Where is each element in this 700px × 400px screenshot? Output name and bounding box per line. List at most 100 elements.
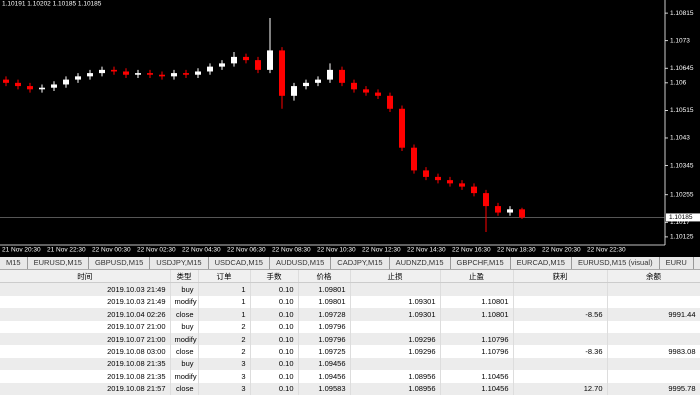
table-cell bbox=[350, 357, 441, 371]
table-cell: 9983.08 bbox=[607, 345, 700, 358]
candle-body bbox=[3, 79, 9, 83]
table-cell: buy bbox=[170, 357, 199, 371]
table-cell: 1 bbox=[198, 295, 251, 309]
table-cell: 2 bbox=[198, 320, 251, 333]
y-tick-label: 1.1017 bbox=[670, 219, 690, 226]
candle-body bbox=[375, 92, 381, 96]
table-cell: 1 bbox=[198, 282, 251, 296]
candle-body bbox=[303, 82, 309, 87]
table-row: 2019.10.03 21:49 buy 1 0.10 1.09801 bbox=[0, 282, 700, 296]
table-cell bbox=[513, 332, 608, 346]
table-cell: 3 bbox=[198, 370, 251, 383]
table-row: 2019.10.08 21:57 close 3 0.10 1.09583 1.08956… bbox=[0, 382, 700, 395]
table-cell: 1.08956 bbox=[350, 370, 441, 383]
table-cell: 3 bbox=[198, 357, 251, 371]
table-cell: 0.10 bbox=[250, 282, 299, 296]
table-cell bbox=[440, 320, 514, 333]
tab[interactable]: EURU bbox=[660, 257, 694, 269]
table-cell: 0.10 bbox=[250, 308, 299, 321]
candle-body bbox=[423, 170, 429, 177]
tab[interactable]: AUDNZD,M15 bbox=[390, 257, 451, 269]
candle-body bbox=[135, 73, 141, 75]
candle-body bbox=[51, 84, 57, 88]
candle-body bbox=[279, 50, 285, 96]
column-header: 订单 bbox=[198, 270, 251, 284]
tab[interactable]: AUDUSD,M15 bbox=[270, 257, 332, 269]
table-cell: 1.10801 bbox=[440, 308, 514, 321]
table-cell: 2019.10.03 21:49 bbox=[0, 282, 171, 296]
candle-body bbox=[459, 183, 465, 187]
x-tick-label: 22 Nov 04:30 bbox=[182, 247, 221, 254]
tab[interactable]: USDCAD,M15 bbox=[209, 257, 270, 269]
table-cell bbox=[607, 370, 700, 383]
chart: 1.10191 1.10202 1.10185 1.10185 1.10815 1… bbox=[0, 0, 700, 257]
candle-body bbox=[291, 86, 297, 96]
table-cell: 9991.44 bbox=[607, 308, 700, 321]
candle-body bbox=[435, 176, 441, 181]
candle-body bbox=[183, 73, 189, 75]
table-cell: 1.09796 bbox=[298, 332, 351, 346]
table-cell: 12.70 bbox=[513, 382, 608, 395]
tab[interactable]: CADJPY,M15 bbox=[331, 257, 390, 269]
table-cell: 0.10 bbox=[250, 332, 299, 346]
x-tick-label: 21 Nov 22:30 bbox=[47, 247, 86, 254]
table-cell: close bbox=[170, 382, 199, 395]
x-tick-label: 22 Nov 22:30 bbox=[587, 247, 626, 254]
table-cell bbox=[513, 282, 608, 296]
tab[interactable]: GBPUSD,M15 bbox=[89, 257, 151, 269]
table-cell: 2019.10.08 21:35 bbox=[0, 370, 171, 383]
candle-body bbox=[87, 73, 93, 77]
column-header: 类型 bbox=[170, 270, 199, 284]
x-tick-label: 22 Nov 08:30 bbox=[272, 247, 311, 254]
y-tick-label: 1.10255 bbox=[670, 191, 694, 198]
table-cell: 1.09583 bbox=[298, 382, 351, 395]
tab[interactable]: EURUSD,M15 (visual) bbox=[572, 257, 660, 269]
current-price-box bbox=[666, 213, 700, 222]
table-cell bbox=[607, 320, 700, 333]
table-cell: 2 bbox=[198, 332, 251, 346]
table-cell: 2019.10.04 02:26 bbox=[0, 308, 171, 321]
table-cell bbox=[607, 357, 700, 371]
tab[interactable]: EURUSD,M15 bbox=[28, 257, 89, 269]
table-cell: modify bbox=[170, 295, 199, 309]
table-row: 2019.10.07 21:00 buy 2 0.10 1.09796 bbox=[0, 320, 700, 333]
table-cell: -8.36 bbox=[513, 345, 608, 358]
table-cell: 1.09728 bbox=[298, 308, 351, 321]
candle-body bbox=[483, 193, 489, 207]
candle-body bbox=[171, 73, 177, 77]
table-cell bbox=[440, 282, 514, 296]
current-price-label: 1.10185 bbox=[669, 214, 693, 221]
x-tick-label: 22 Nov 00:30 bbox=[92, 247, 131, 254]
tab[interactable]: GBPCHF,M15 bbox=[451, 257, 511, 269]
candle-body bbox=[315, 79, 321, 83]
table-cell: 1.09456 bbox=[298, 370, 351, 383]
table-cell: 1.10801 bbox=[440, 295, 514, 309]
candle-body bbox=[495, 206, 501, 213]
table-cell: 1.09725 bbox=[298, 345, 351, 358]
tab[interactable]: M15 bbox=[0, 257, 28, 269]
y-tick-label: 1.1073 bbox=[670, 37, 690, 44]
candle-body bbox=[471, 186, 477, 194]
table-cell bbox=[350, 282, 441, 296]
column-header: 止盈 bbox=[440, 270, 514, 284]
y-tick-label: 1.10515 bbox=[670, 107, 694, 114]
table-cell: 1.09801 bbox=[298, 295, 351, 309]
y-tick-label: 1.10815 bbox=[670, 10, 694, 17]
candle-body bbox=[327, 69, 333, 80]
table-cell: close bbox=[170, 345, 199, 358]
table-cell: 1 bbox=[198, 308, 251, 321]
candle-body bbox=[387, 95, 393, 109]
candle-body bbox=[339, 69, 345, 83]
table-cell: buy bbox=[170, 320, 199, 333]
x-tick-label: 22 Nov 14:30 bbox=[407, 247, 446, 254]
tab[interactable]: USDJPY,M15 bbox=[150, 257, 209, 269]
table-cell: 2019.10.08 21:35 bbox=[0, 357, 171, 371]
y-tick-label: 1.10125 bbox=[670, 234, 694, 241]
column-header: 时间 bbox=[0, 270, 171, 284]
table-cell: -8.56 bbox=[513, 308, 608, 321]
column-header: 手数 bbox=[250, 270, 299, 284]
candle-body bbox=[39, 87, 45, 90]
tab[interactable]: EURCAD,M15 bbox=[511, 257, 572, 269]
table-cell: 0.10 bbox=[250, 382, 299, 395]
candle-body bbox=[231, 56, 237, 64]
